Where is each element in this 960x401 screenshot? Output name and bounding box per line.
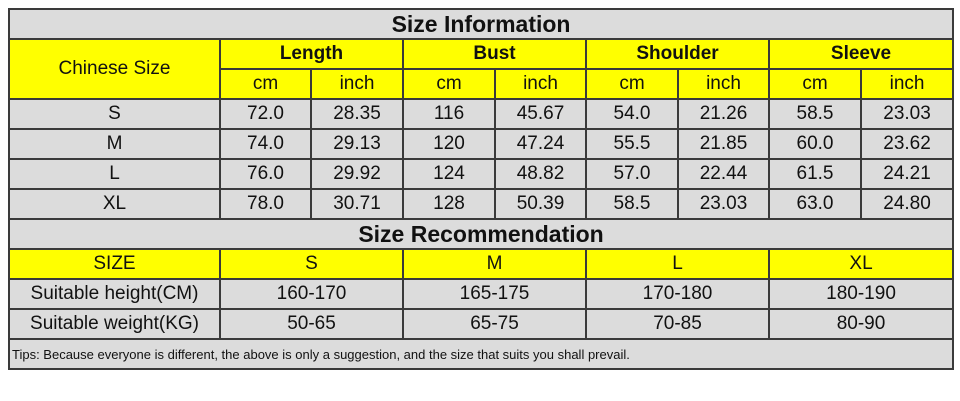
section-title: Size Information	[7, 8, 955, 40]
table-cell: 58.5	[768, 98, 862, 130]
info-unit-row: cm inch cm inch cm inch cm inch	[9, 68, 955, 100]
table-cell: 21.26	[677, 98, 770, 130]
table-cell: Suitable height(CM)	[8, 278, 221, 310]
table-cell: 21.85	[677, 128, 770, 160]
table-cell: 128	[402, 188, 496, 220]
unit-header: inch	[494, 68, 587, 100]
group-header: Length	[219, 38, 404, 70]
table-cell: 50.39	[494, 188, 587, 220]
section-title: Size Recommendation	[7, 218, 955, 250]
table-cell: 23.03	[859, 98, 955, 130]
table-cell: 50-65	[219, 308, 404, 340]
table-cell: 28.35	[310, 98, 404, 130]
table-row: Suitable height(CM) 160-170 165-175 170-180…	[8, 278, 955, 310]
table-cell: 22.44	[677, 158, 770, 190]
size-label: S	[8, 98, 221, 130]
unit-header: inch	[859, 68, 955, 100]
table-cell: 63.0	[768, 188, 862, 220]
size-label: M	[8, 128, 221, 160]
tips-row: Tips: Because everyone is different, the…	[7, 338, 955, 370]
table-row: L 76.0 29.92 124 48.82 57.0 22.44 61.5 24.21	[8, 158, 955, 190]
table-cell: 29.13	[310, 128, 404, 160]
size-header: SIZE	[8, 248, 221, 280]
rec-header-row: SIZE S M L XL	[8, 248, 955, 280]
size-header: M	[402, 248, 587, 280]
table-cell: 57.0	[585, 158, 679, 190]
table-cell: Suitable weight(KG)	[8, 308, 221, 340]
table-cell: 180-190	[767, 278, 955, 310]
table-cell: 170-180	[585, 278, 770, 310]
size-label: L	[8, 158, 221, 190]
unit-header: inch	[677, 68, 770, 100]
size-chart: Size Information Chinese Size Length Bust Sh…	[7, 8, 955, 370]
size-header: Chinese Size	[8, 38, 221, 100]
tips-text: Tips: Because everyone is different, the…	[7, 338, 955, 370]
table-row: Suitable weight(KG) 50-65 65-75 70-85 80-90	[8, 308, 955, 340]
group-header: Shoulder	[585, 38, 770, 70]
unit-header: cm	[585, 68, 679, 100]
table-cell: 60.0	[768, 128, 862, 160]
table-cell: 29.92	[310, 158, 404, 190]
unit-header: cm	[402, 68, 496, 100]
table-cell: 65-75	[402, 308, 587, 340]
table-cell: 55.5	[585, 128, 679, 160]
size-header: S	[219, 248, 404, 280]
group-header: Sleeve	[767, 38, 955, 70]
table-cell: 61.5	[768, 158, 862, 190]
table-row: S 72.0 28.35 116 45.67 54.0 21.26 58.5 23.03	[8, 98, 955, 130]
table-cell: 72.0	[219, 98, 312, 130]
table-row: M 74.0 29.13 120 47.24 55.5 21.85 60.0 23.62	[8, 128, 955, 160]
size-header: L	[585, 248, 770, 280]
unit-header: inch	[310, 68, 404, 100]
table-cell: 74.0	[219, 128, 312, 160]
table-cell: 116	[402, 98, 496, 130]
table-cell: 165-175	[402, 278, 587, 310]
table-cell: 76.0	[219, 158, 312, 190]
table-row: XL 78.0 30.71 128 50.39 58.5 23.03 63.0 24.80	[8, 188, 955, 220]
table-cell: 58.5	[585, 188, 679, 220]
table-cell: 48.82	[494, 158, 587, 190]
unit-header: cm	[219, 68, 312, 100]
rec-title-row: Size Recommendation	[7, 218, 955, 250]
table-cell: 23.62	[859, 128, 955, 160]
table-cell: 160-170	[219, 278, 404, 310]
table-cell: 30.71	[310, 188, 404, 220]
table-cell: 70-85	[585, 308, 770, 340]
table-cell: 45.67	[494, 98, 587, 130]
table-cell: 23.03	[677, 188, 770, 220]
table-cell: 120	[402, 128, 496, 160]
unit-header: cm	[768, 68, 862, 100]
table-cell: 47.24	[494, 128, 587, 160]
table-cell: 124	[402, 158, 496, 190]
table-cell: 54.0	[585, 98, 679, 130]
group-header: Bust	[402, 38, 587, 70]
info-title-row: Size Information	[7, 8, 955, 40]
table-cell: 78.0	[219, 188, 312, 220]
table-cell: 24.80	[859, 188, 955, 220]
size-label: XL	[8, 188, 221, 220]
table-cell: 80-90	[767, 308, 955, 340]
table-cell: 24.21	[859, 158, 955, 190]
info-group-row: Chinese Size Length Bust Shoulder Sleeve	[8, 38, 955, 100]
size-header: XL	[767, 248, 955, 280]
